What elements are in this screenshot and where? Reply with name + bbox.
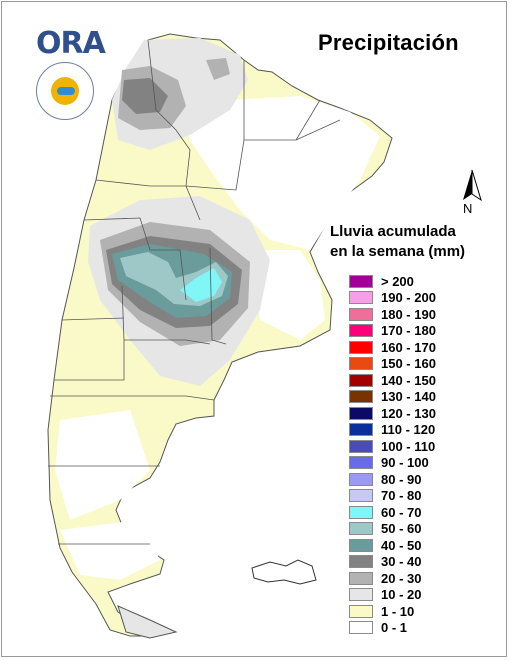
legend-label: 160 - 170 [381,339,436,355]
legend-item: 40 - 50 [349,537,489,554]
legend-swatch [349,522,373,536]
boundary-line [147,39,191,187]
legend-label: 10 - 20 [381,587,422,603]
map-title: Precipitación [318,30,459,55]
malvinas-islands [251,559,317,585]
legend-swatch [349,423,373,437]
legend-item: 80 - 90 [349,471,489,488]
legend-item: 90 - 100 [349,455,489,472]
legend-item: 130 - 140 [349,389,489,406]
legend-label: 1 - 10 [381,603,415,619]
legend-item: 1 - 10 [349,603,489,620]
legend-label: 60 - 70 [381,504,422,520]
legend-swatch [349,324,373,338]
legend-label: 110 - 120 [381,422,436,438]
legend-swatch [349,472,373,486]
legend-item: 20 - 30 [349,570,489,587]
legend-swatch [349,406,373,420]
contour-south-white [55,410,150,520]
legend-swatch [349,357,373,371]
legend-item: 120 - 130 [349,405,489,422]
legend-label: 30 - 40 [381,554,422,570]
legend-label: > 200 [381,273,414,289]
seal-wave-icon [57,87,75,95]
legend-swatch [349,621,373,635]
legend-swatch [349,588,373,602]
legend: > 200 190 - 200 180 - 190 170 - 180 160 - 17… [349,273,489,636]
contour-northwest-30-40 [122,78,168,114]
legend-swatch [349,439,373,453]
legend-title-line1: Lluvia acumulada [330,223,456,240]
legend-item: 140 - 150 [349,372,489,389]
legend-swatch [349,390,373,404]
contour-center-60-70 [180,268,222,302]
legend-label: 50 - 60 [381,521,422,537]
boundary-line [50,395,215,401]
legend-label: 70 - 80 [381,488,422,504]
legend-label: 170 - 180 [381,323,436,339]
legend-swatch [349,307,373,321]
legend-label: 120 - 130 [381,405,436,421]
tierra-del-fuego [117,605,178,639]
legend-label: 180 - 190 [381,306,436,322]
boundary-line [83,217,187,301]
legend-swatch [349,604,373,618]
legend-swatch [349,505,373,519]
boundary-line [95,179,201,221]
legend-swatch [349,489,373,503]
legend-item: 180 - 190 [349,306,489,323]
legend-label: 100 - 110 [381,438,436,454]
precipitation-contours [55,38,380,580]
legend-item: 100 - 110 [349,438,489,455]
north-arrow-icon [463,169,482,202]
legend-title: Lluvia acumulada en la semana (mm) [330,222,500,262]
legend-item: 10 - 20 [349,587,489,604]
institution-seal [36,62,94,120]
legend-item: 60 - 70 [349,504,489,521]
legend-item: 160 - 170 [349,339,489,356]
legend-label: 80 - 90 [381,471,422,487]
legend-swatch [349,571,373,585]
ora-logo: ORA [36,26,106,61]
legend-swatch [349,291,373,305]
legend-item: 110 - 120 [349,422,489,439]
legend-label: 40 - 50 [381,537,422,553]
contour-north-white [180,96,380,250]
boundary-line [209,247,227,345]
legend-item: 50 - 60 [349,521,489,538]
legend-item: 30 - 40 [349,554,489,571]
legend-swatch [349,340,373,354]
legend-label: 90 - 100 [381,455,429,471]
boundary-line [54,340,125,381]
legend-item: 150 - 160 [349,356,489,373]
contour-east-white [250,250,325,340]
legend-swatch [349,274,373,288]
legend-label: 130 - 140 [381,389,436,405]
legend-label: 0 - 1 [381,620,408,636]
legend-swatch [349,555,373,569]
contour-topnorth-20-30 [206,58,230,80]
legend-item: > 200 [349,273,489,290]
legend-item: 70 - 80 [349,488,489,505]
legend-item: 190 - 200 [349,290,489,307]
legend-label: 20 - 30 [381,570,422,586]
north-label: N [463,201,473,216]
legend-title-line2: en la semana (mm) [330,243,466,260]
legend-item: 0 - 1 [349,620,489,637]
boundary-line [61,317,125,321]
legend-label: 190 - 200 [381,290,436,306]
legend-swatch [349,538,373,552]
boundary-line [121,285,211,345]
legend-label: 140 - 150 [381,372,436,388]
legend-label: 150 - 160 [381,356,436,372]
boundary-line [295,119,341,141]
province-boundaries [48,39,341,545]
contour-patagonia-white [60,520,160,580]
legend-swatch [349,373,373,387]
legend-item: 170 - 180 [349,323,489,340]
legend-swatch [349,456,373,470]
